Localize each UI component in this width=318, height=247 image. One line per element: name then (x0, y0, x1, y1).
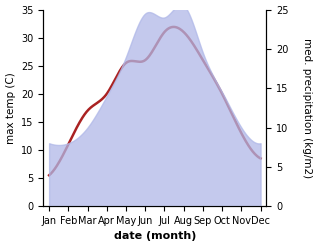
Y-axis label: med. precipitation (kg/m2): med. precipitation (kg/m2) (302, 38, 313, 178)
X-axis label: date (month): date (month) (114, 231, 196, 242)
Y-axis label: max temp (C): max temp (C) (5, 72, 16, 144)
